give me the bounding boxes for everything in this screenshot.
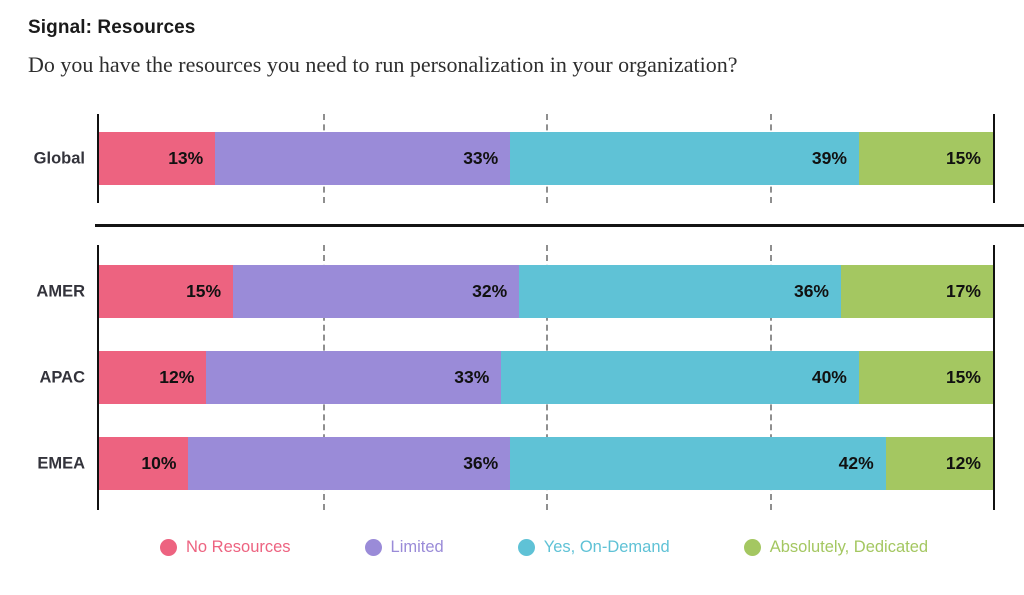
bar-segment-amer-absolutely-dedicated: 17%: [841, 265, 993, 318]
bar-segment-apac-no-resources: 12%: [99, 351, 207, 404]
bar-segment-global-yes-on-demand: 39%: [510, 132, 859, 185]
segment-value-label: 15%: [945, 367, 981, 387]
row-label-apac: APAC: [39, 368, 85, 386]
segment-value-label: 17%: [945, 281, 981, 301]
bar-segment-emea-absolutely-dedicated: 12%: [885, 437, 993, 490]
bar-segment-emea-yes-on-demand: 42%: [510, 437, 886, 490]
bar-segment-global-no-resources: 13%: [99, 132, 216, 185]
legend-color-dot: [364, 539, 382, 556]
legend-item-absolutely-dedicated: Absolutely, Dedicated: [743, 538, 929, 557]
segment-value-label: 13%: [168, 148, 204, 168]
chart-subtitle: Do you have the resources you need to ru…: [28, 52, 738, 77]
legend-label: Yes, On-Demand: [543, 538, 670, 556]
bar-segment-emea-no-resources: 10%: [99, 437, 189, 490]
bar-segment-emea-limited: 36%: [188, 437, 511, 490]
bar-segment-apac-yes-on-demand: 40%: [501, 351, 859, 404]
legend-item-no-resources: No Resources: [160, 538, 291, 557]
segment-value-label: 39%: [811, 148, 847, 168]
regions-bar-section: AMER 15% 32% 36% 17% APAC 12% 33% 40% 15% EMEA 10% 3…: [36, 245, 995, 510]
bar-row-amer: AMER 15% 32% 36% 17%: [36, 265, 993, 318]
bar-segment-amer-no-resources: 15%: [99, 265, 234, 318]
bar-segment-amer-limited: 32%: [233, 265, 520, 318]
row-label-global: Global: [33, 149, 85, 167]
segment-value-label: 42%: [838, 453, 874, 473]
bar-row-global: Global 13% 33% 39% 15%: [34, 132, 993, 185]
bar-segment-apac-limited: 33%: [206, 351, 502, 404]
bar-row-apac: APAC 12% 33% 40% 15%: [39, 351, 993, 404]
segment-value-label: 36%: [463, 453, 499, 473]
bar-row-emea: EMEA 10% 36% 42% 12%: [37, 437, 993, 490]
segment-value-label: 36%: [793, 281, 829, 301]
segment-value-label: 33%: [463, 148, 499, 168]
legend-label: No Resources: [186, 538, 291, 556]
section-separator-rule: [95, 224, 1024, 227]
segment-value-label: 15%: [945, 148, 981, 168]
bar-segment-global-absolutely-dedicated: 15%: [858, 132, 993, 185]
legend-item-yes-on-demand: Yes, On-Demand: [517, 538, 670, 557]
legend-color-dot: [517, 539, 535, 556]
bar-segment-apac-absolutely-dedicated: 15%: [858, 351, 993, 404]
segment-value-label: 12%: [945, 453, 981, 473]
legend-color-dot: [160, 539, 177, 556]
row-label-emea: EMEA: [37, 454, 85, 472]
segment-value-label: 33%: [454, 367, 490, 387]
segment-value-label: 32%: [472, 281, 508, 301]
segment-value-label: 15%: [186, 281, 222, 301]
bar-segment-global-limited: 33%: [215, 132, 511, 185]
legend-color-dot: [743, 539, 761, 556]
chart-title: Signal: Resources: [28, 17, 196, 38]
row-label-amer: AMER: [36, 282, 85, 300]
segment-value-label: 10%: [141, 453, 177, 473]
segment-value-label: 12%: [159, 367, 195, 387]
segment-value-label: 40%: [811, 367, 847, 387]
chart-legend: No Resources Limited Yes, On-Demand Absolut…: [160, 538, 1024, 557]
legend-label: Limited: [390, 538, 444, 556]
legend-label: Absolutely, Dedicated: [769, 538, 929, 556]
legend-item-limited: Limited: [364, 538, 444, 557]
global-bar-section: Global 13% 33% 39% 15%: [34, 114, 995, 203]
bar-segment-amer-yes-on-demand: 36%: [519, 265, 841, 318]
